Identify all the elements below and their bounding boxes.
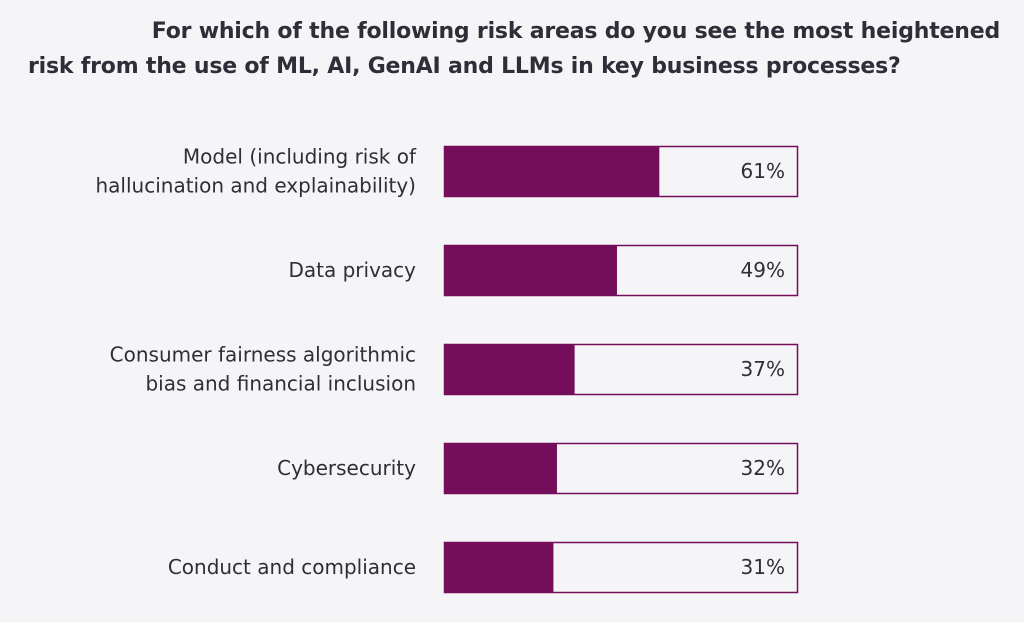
category-label: bias and financial inclusion [145, 372, 416, 396]
category-label: Conduct and compliance [168, 555, 416, 579]
category-label: Cybersecurity [277, 456, 416, 480]
chart-title: For which of the following risk areas do… [0, 14, 1000, 84]
bar [444, 344, 575, 395]
bar-row: 31% Conduct and compliance [168, 541, 799, 594]
bar [444, 542, 554, 593]
data-label: 32% [741, 456, 785, 480]
data-label: 31% [741, 555, 785, 579]
chart-title-line-2: risk from the use of ML, AI, GenAI and L… [28, 54, 901, 79]
bar [444, 146, 660, 197]
category-label: Data privacy [288, 258, 416, 282]
data-label: 61% [741, 159, 785, 183]
category-label: Model (including risk of [183, 145, 417, 169]
data-label: 49% [741, 258, 785, 282]
bar-row: 37% Consumer fairness algorithmic bias and… [110, 343, 799, 396]
chart-title-line-1: For which of the following risk areas do… [151, 19, 1000, 44]
bar-row: 61% Model (including risk of hallucination… [96, 145, 799, 198]
bar [444, 245, 617, 296]
category-label: Consumer fairness algorithmic [110, 343, 416, 367]
bar-row: 49% Data privacy [288, 244, 799, 297]
bar [444, 443, 557, 494]
bar-row: 32% Cybersecurity [277, 442, 799, 495]
data-label: 37% [741, 357, 785, 381]
category-label: hallucination and explainability) [96, 174, 417, 198]
